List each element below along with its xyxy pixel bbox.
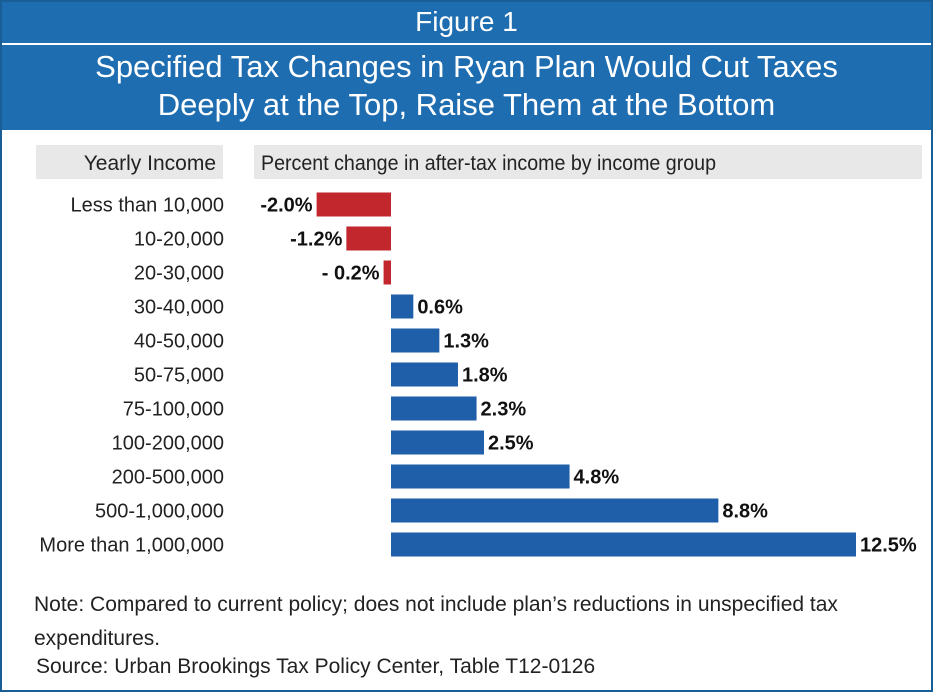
data-label: 2.3% bbox=[481, 399, 527, 421]
data-label: -1.2% bbox=[290, 229, 342, 251]
category-label: 10-20,000 bbox=[134, 229, 224, 251]
chart-source: Source: Urban Brookings Tax Policy Cente… bbox=[36, 655, 596, 678]
data-label: 2.5% bbox=[488, 433, 534, 455]
bar bbox=[391, 430, 484, 455]
bar bbox=[391, 328, 440, 353]
bar bbox=[391, 294, 414, 319]
figure-header: Figure 1 Specified Tax Changes in Ryan P… bbox=[2, 2, 931, 130]
data-label: 12.5% bbox=[860, 535, 917, 557]
category-label: More than 1,000,000 bbox=[39, 535, 224, 557]
category-label: 100-200,000 bbox=[112, 433, 224, 455]
category-label: 500-1,000,000 bbox=[95, 501, 224, 523]
bar bbox=[383, 260, 391, 285]
bar-chart: Yearly Income Percent change in after-ta… bbox=[36, 145, 922, 557]
chart-note: Note: Compared to current policy; does n… bbox=[34, 593, 838, 650]
data-label: 8.8% bbox=[722, 501, 768, 523]
value-header-band bbox=[254, 145, 922, 179]
bar bbox=[316, 192, 391, 217]
bar bbox=[346, 226, 391, 251]
data-label: 1.8% bbox=[462, 365, 508, 387]
data-label: 0.6% bbox=[417, 297, 463, 319]
bar bbox=[391, 464, 570, 489]
category-header: Yearly Income bbox=[84, 152, 216, 175]
bar bbox=[391, 498, 719, 523]
data-label: -2.0% bbox=[260, 195, 312, 217]
data-label: 4.8% bbox=[574, 467, 620, 489]
bar bbox=[391, 532, 856, 557]
category-label: 20-30,000 bbox=[134, 263, 224, 285]
category-label: 30-40,000 bbox=[134, 297, 224, 319]
bar bbox=[391, 396, 477, 421]
figure-label: Figure 1 bbox=[415, 6, 518, 37]
category-label: 40-50,000 bbox=[134, 331, 224, 353]
bar bbox=[391, 362, 458, 387]
category-label: 50-75,000 bbox=[134, 365, 224, 387]
category-label: 75-100,000 bbox=[123, 399, 224, 421]
chart-marks: Less than 10,000 -2.0% 10-20,000 -1.2% 20-30… bbox=[39, 192, 917, 557]
header-divider bbox=[2, 43, 931, 45]
category-label: Less than 10,000 bbox=[71, 195, 224, 217]
value-header: Percent change in after-tax income by in… bbox=[261, 152, 716, 175]
category-label: 200-500,000 bbox=[112, 467, 224, 489]
data-label: 1.3% bbox=[443, 331, 489, 353]
title-line-2: Deeply at the Top, Raise Them at the Bot… bbox=[157, 87, 776, 122]
category-header-band bbox=[36, 145, 223, 179]
data-label: - 0.2% bbox=[322, 263, 380, 285]
chart-title: Specified Tax Changes in Ryan Plan Would… bbox=[2, 48, 931, 124]
title-line-1: Specified Tax Changes in Ryan Plan Would… bbox=[95, 49, 838, 84]
